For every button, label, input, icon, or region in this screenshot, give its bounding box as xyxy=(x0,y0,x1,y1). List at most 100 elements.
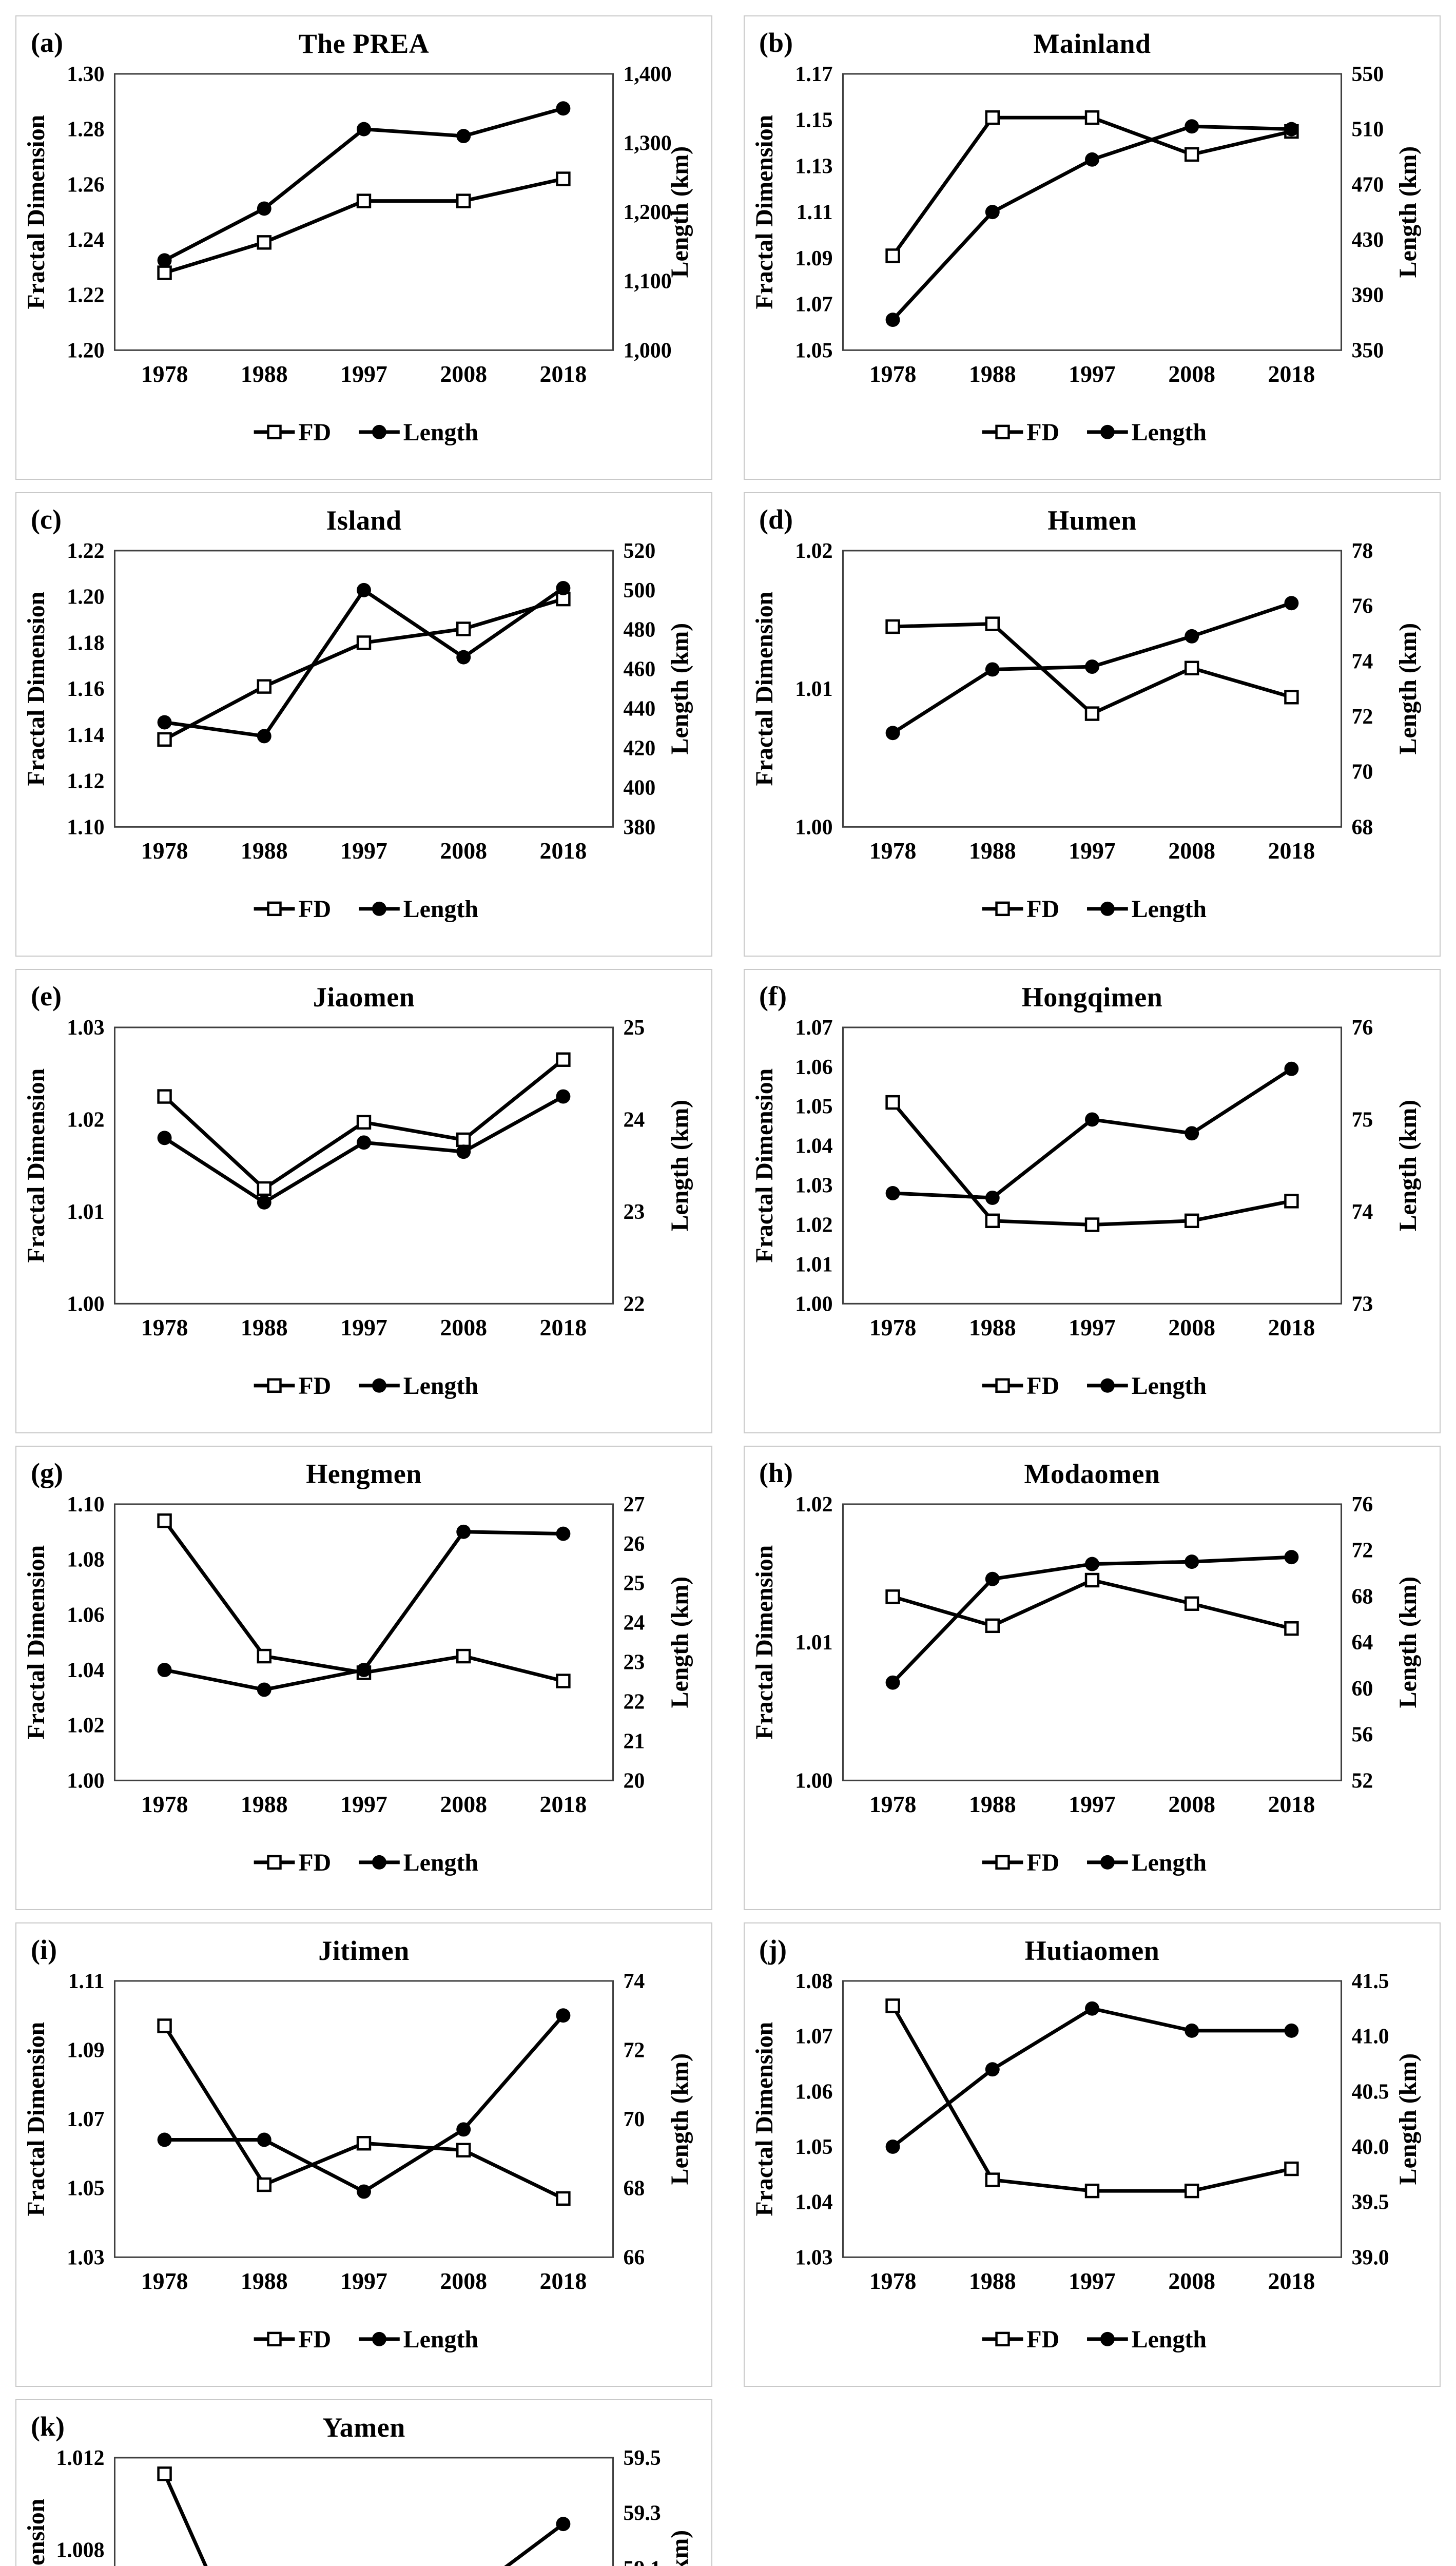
left-axis-tick: 1.16 xyxy=(67,677,104,701)
right-axis-tick: 68 xyxy=(1351,815,1373,839)
legend-length-label: Length xyxy=(1132,1372,1207,1399)
filled-circle-marker xyxy=(885,2140,900,2154)
left-axis-tick: 1.00 xyxy=(67,1769,104,1793)
left-axis-tick: 1.05 xyxy=(795,339,832,362)
right-axis-tick: 470 xyxy=(1351,173,1384,197)
filled-circle-marker xyxy=(157,2132,172,2147)
left-axis-tick: 1.07 xyxy=(795,2025,832,2049)
x-axis-tick-year: 1978 xyxy=(869,2268,917,2294)
open-square-marker xyxy=(556,2191,571,2206)
left-axis-title: Fractal Dimension xyxy=(752,115,778,309)
x-axis-tick-year: 2008 xyxy=(1168,2268,1215,2294)
chart-title: Mainland xyxy=(1033,28,1151,59)
left-axis-tick: 1.05 xyxy=(67,2177,104,2201)
right-axis-tick: 1,000 xyxy=(623,339,671,362)
series-length xyxy=(885,2001,1299,2154)
x-axis-tick-year: 1978 xyxy=(141,2268,188,2294)
right-axis-title: Length (km) xyxy=(1394,146,1422,278)
filled-circle-marker xyxy=(257,1195,271,1210)
filled-circle-marker xyxy=(985,205,1000,220)
filled-circle-marker xyxy=(456,1524,471,1539)
open-square-marker xyxy=(456,1648,471,1664)
left-axis-tick: 1.26 xyxy=(67,173,104,197)
left-axis-tick: 1.22 xyxy=(67,284,104,307)
chart-title: Humen xyxy=(1047,505,1137,536)
chart-panel-a: (a) The PREA 1.20 1.22 1.24 1.26 1.28 1.30 1,0… xyxy=(15,15,712,480)
open-square-marker xyxy=(1185,1596,1199,1611)
x-axis-tick-year: 1978 xyxy=(141,1314,188,1340)
panel-header: (i) Jitimen xyxy=(24,1929,704,1973)
legend-fd-open-square-icon xyxy=(995,424,1010,440)
legend-length-circle-icon xyxy=(1100,2331,1115,2346)
plot-area-border xyxy=(113,550,614,828)
x-axis-tick-year: 2018 xyxy=(540,361,587,387)
right-axis-tick: 68 xyxy=(1351,1585,1373,1608)
panel-index-label: (e) xyxy=(31,981,62,1012)
panel-index-label: (k) xyxy=(31,2411,65,2442)
left-axis-tick: 1.03 xyxy=(67,2246,104,2269)
left-axis-tick: 1.13 xyxy=(795,154,832,178)
filled-circle-marker xyxy=(1185,2023,1199,2038)
left-axis-tick: 1.07 xyxy=(67,2108,104,2131)
filled-circle-marker xyxy=(456,650,471,665)
filled-circle-marker xyxy=(556,2517,571,2532)
x-axis-tick-year: 1988 xyxy=(969,838,1016,864)
panel-index-label: (f) xyxy=(759,981,787,1012)
chart-panel-h: (h) Modaomen 1.00 1.01 1.02 52 56 60 64 68 72 76 1… xyxy=(744,1446,1441,1910)
open-square-marker xyxy=(157,732,172,747)
open-square-marker xyxy=(1084,110,1100,125)
right-axis-tick: 75 xyxy=(1351,1108,1373,1132)
legend-fd-label: FD xyxy=(298,1849,331,1876)
open-square-marker xyxy=(257,679,271,694)
series-fd xyxy=(157,591,571,747)
plot-area-border xyxy=(113,2457,614,2566)
left-axis-tick: 1.22 xyxy=(67,542,104,563)
left-axis-tick: 1.02 xyxy=(67,1108,104,1132)
open-square-marker xyxy=(157,1513,172,1528)
right-axis-tick: 64 xyxy=(1351,1631,1373,1655)
right-axis-title: Length (km) xyxy=(666,2530,693,2566)
plot-area-border xyxy=(113,1026,614,1305)
x-axis-tick-year: 2008 xyxy=(440,361,487,387)
open-square-marker xyxy=(157,265,172,280)
open-square-marker xyxy=(456,2143,471,2157)
right-axis-tick: 550 xyxy=(1351,66,1384,86)
series-fd xyxy=(157,2018,571,2206)
x-axis-tick-year: 1997 xyxy=(340,1314,387,1340)
open-square-marker xyxy=(356,1115,372,1130)
right-axis-tick: 21 xyxy=(623,1729,645,1753)
chart-panel-e: (e) Jiaomen 1.00 1.01 1.02 1.03 22 23 24 25 1978… xyxy=(15,969,712,1433)
panel-header: (f) Hongqimen xyxy=(752,975,1432,1019)
legend: FD Length xyxy=(254,419,478,446)
left-axis-title: Fractal Dimension xyxy=(752,2022,778,2217)
right-axis-tick: 76 xyxy=(1351,1496,1373,1517)
plot-area-border xyxy=(113,1980,614,2258)
plot-area-border xyxy=(842,1026,1343,1305)
series-line xyxy=(163,2472,208,2566)
chart-panel-f: (f) Hongqimen 1.00 1.01 1.02 1.03 1.04 1.05 1.… xyxy=(744,969,1441,1433)
legend-fd-open-square-icon xyxy=(995,901,1010,917)
x-axis-tick-year: 2008 xyxy=(1168,838,1215,864)
left-axis-tick: 1.09 xyxy=(67,2039,104,2063)
x-axis-tick-year: 1988 xyxy=(969,361,1016,387)
open-square-marker xyxy=(985,1213,1000,1229)
plot-area-border xyxy=(842,550,1343,828)
filled-circle-marker xyxy=(357,1135,371,1150)
filled-circle-marker xyxy=(1185,1126,1199,1141)
left-axis-tick: 1.01 xyxy=(795,1631,832,1655)
left-axis-tick: 1.00 xyxy=(67,1292,104,1316)
open-square-marker xyxy=(456,1132,471,1148)
series-length xyxy=(885,1550,1299,1690)
right-axis-tick: 40.0 xyxy=(1351,2135,1389,2159)
chart-j-svg: 1.03 1.04 1.05 1.06 1.07 1.08 39.0 39.5 40.0 40.5… xyxy=(752,1973,1422,2353)
filled-circle-marker xyxy=(357,582,371,597)
legend-length-circle-icon xyxy=(372,2331,386,2346)
open-square-marker xyxy=(157,1089,172,1104)
filled-circle-marker xyxy=(1284,2023,1299,2038)
legend-fd-open-square-icon xyxy=(267,424,282,440)
right-axis-tick: 1,100 xyxy=(623,270,671,294)
x-axis-tick-year: 2018 xyxy=(1268,1791,1315,1817)
left-axis-tick: 1.07 xyxy=(795,293,832,317)
right-axis-tick: 78 xyxy=(1351,542,1373,563)
legend: FD Length xyxy=(982,2326,1207,2353)
